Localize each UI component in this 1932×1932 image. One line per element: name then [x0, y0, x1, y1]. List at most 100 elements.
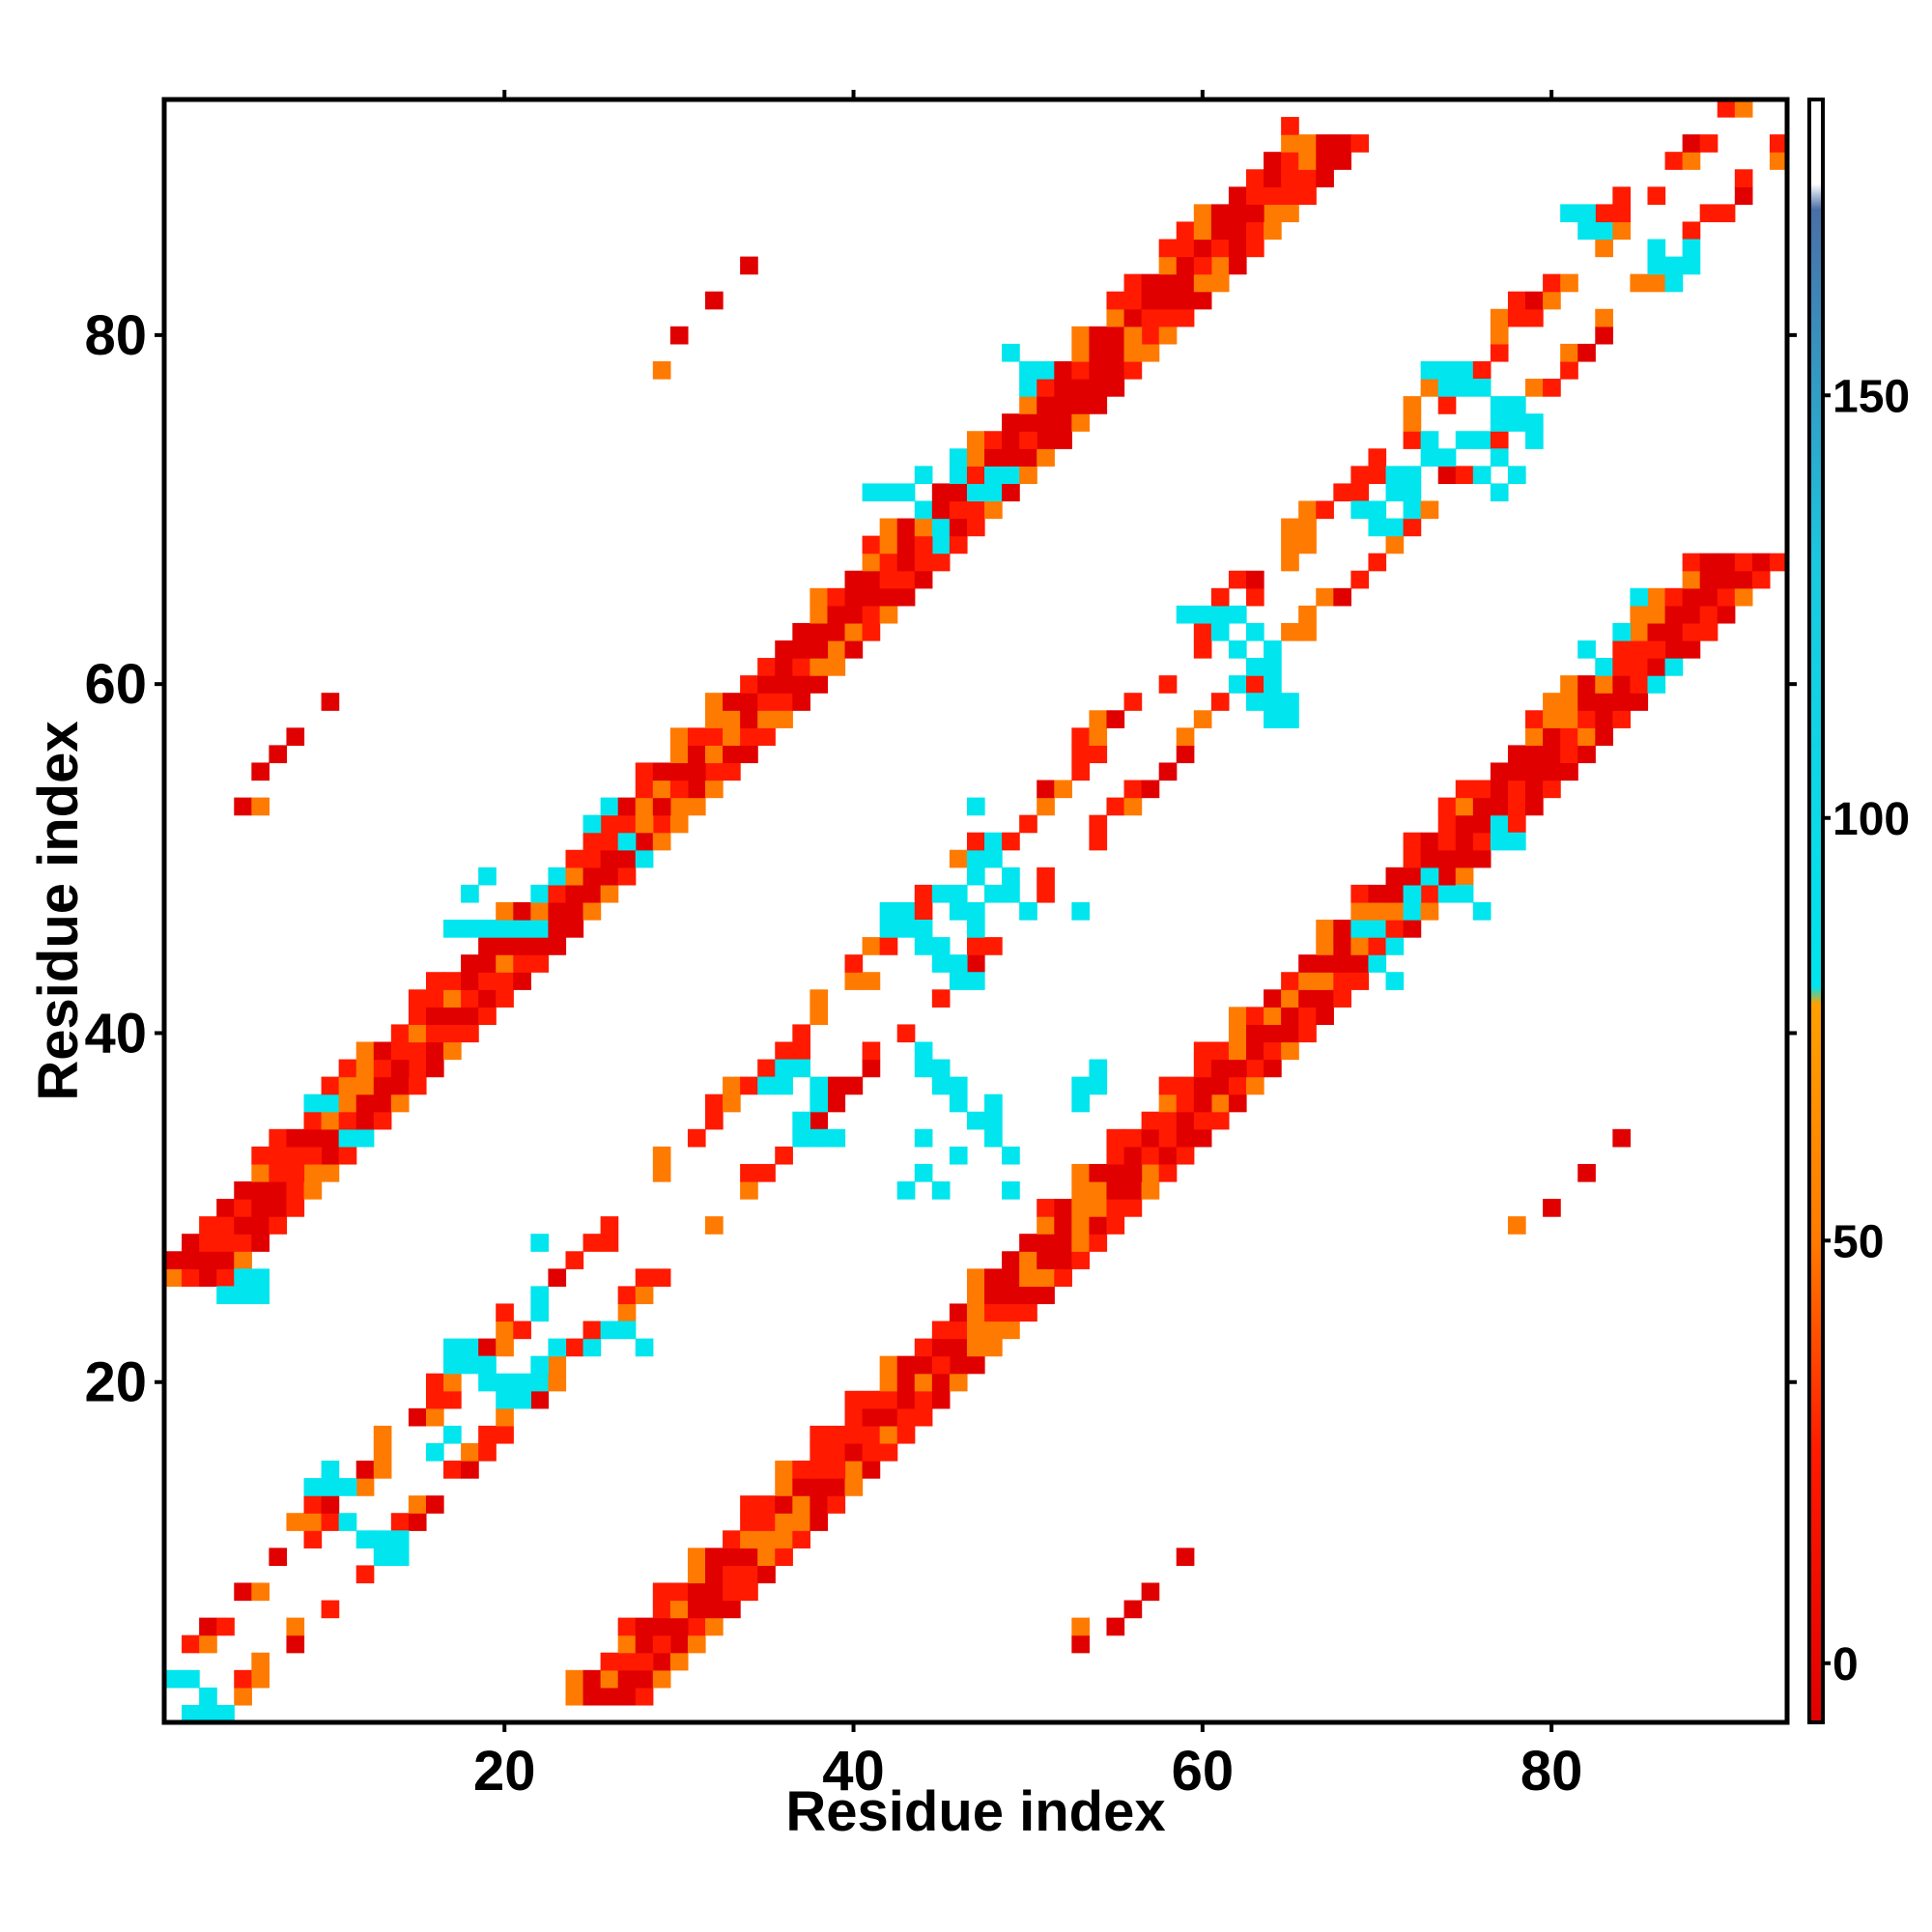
heatmap-cell — [321, 1111, 340, 1130]
heatmap-cell — [321, 1163, 340, 1182]
heatmap-cell — [1054, 1251, 1072, 1269]
heatmap-cell — [1298, 152, 1317, 170]
heatmap-cell — [914, 1407, 933, 1427]
heatmap-cell — [1420, 832, 1439, 851]
heatmap-cell — [478, 1355, 497, 1375]
heatmap-cell — [286, 1128, 305, 1148]
heatmap-cell — [478, 1373, 497, 1392]
heatmap-cell — [1490, 396, 1509, 414]
heatmap-cell — [1193, 239, 1212, 258]
heatmap-cell — [234, 1286, 252, 1305]
heatmap-cell — [1158, 1094, 1178, 1113]
heatmap-cell — [1054, 431, 1072, 449]
heatmap-cell — [1543, 727, 1561, 746]
heatmap-cell — [1264, 675, 1282, 694]
heatmap-cell — [862, 622, 881, 641]
heatmap-cell — [303, 1146, 323, 1165]
heatmap-cell — [635, 1617, 654, 1636]
heatmap-cell — [635, 780, 654, 799]
heatmap-cell — [565, 920, 584, 938]
heatmap-cell — [1455, 849, 1474, 868]
heatmap-cell — [1176, 605, 1195, 624]
heatmap-cell — [949, 1355, 968, 1375]
heatmap-cell — [1437, 379, 1457, 397]
heatmap-cell — [1106, 1146, 1125, 1165]
heatmap-cell — [1490, 832, 1509, 851]
heatmap-cell — [862, 587, 881, 607]
heatmap-cell — [286, 1513, 305, 1531]
heatmap-cell — [251, 1268, 270, 1287]
heatmap-cell — [669, 1600, 689, 1619]
heatmap-cell — [1403, 413, 1422, 432]
heatmap-cell — [478, 937, 497, 955]
heatmap-cell — [216, 1704, 235, 1723]
heatmap-cell — [321, 1495, 340, 1514]
heatmap-cell — [879, 937, 898, 955]
heatmap-cell — [443, 972, 462, 990]
heatmap-cell — [164, 1268, 183, 1287]
heatmap-cell — [582, 814, 602, 834]
heatmap-cell — [1630, 587, 1649, 607]
heatmap-cell — [914, 1163, 933, 1182]
heatmap-cell — [1002, 448, 1020, 467]
heatmap-cell — [1630, 273, 1649, 293]
heatmap-cell — [966, 937, 985, 955]
heatmap-cell — [355, 1111, 375, 1130]
heatmap-cell — [949, 483, 968, 502]
heatmap-cell — [1264, 1007, 1282, 1026]
heatmap-cell — [914, 901, 933, 921]
heatmap-cell — [216, 1286, 235, 1305]
heatmap-cell — [600, 884, 619, 903]
heatmap-cell — [461, 1355, 479, 1375]
heatmap-cell — [338, 1059, 357, 1078]
heatmap-cell — [600, 1652, 619, 1671]
heatmap-cell — [879, 483, 898, 502]
heatmap-cell — [303, 1530, 323, 1548]
heatmap-cell — [914, 466, 933, 485]
heatmap-cell — [1455, 466, 1474, 485]
heatmap-cell — [1210, 587, 1230, 607]
heatmap-cell — [1385, 867, 1405, 886]
heatmap-cell — [513, 954, 531, 973]
heatmap-cell — [1054, 1216, 1072, 1235]
heatmap-cell — [949, 1373, 968, 1392]
colorbar-gradient — [1809, 99, 1823, 1722]
heatmap-cell — [1455, 797, 1474, 816]
heatmap-cell — [513, 937, 531, 955]
heatmap-cell — [1385, 972, 1405, 990]
heatmap-cell — [687, 1600, 706, 1619]
heatmap-cell — [1123, 291, 1143, 310]
heatmap-cell — [617, 1303, 637, 1322]
heatmap-cell — [1437, 360, 1457, 380]
heatmap-cell — [1507, 780, 1526, 799]
heatmap-cell — [1699, 204, 1719, 223]
heatmap-cell — [617, 1634, 637, 1654]
heatmap-cell — [1560, 762, 1578, 781]
heatmap-cell — [1106, 1163, 1125, 1182]
heatmap-cell — [1210, 1076, 1230, 1095]
heatmap-cell — [443, 1425, 462, 1444]
heatmap-cell — [251, 1286, 270, 1305]
heatmap-cell — [862, 1390, 881, 1409]
heatmap-cell — [914, 500, 933, 520]
heatmap-cell — [216, 1251, 235, 1269]
heatmap-cell — [896, 535, 916, 554]
heatmap-cell — [1612, 221, 1632, 241]
heatmap-cell — [931, 1355, 951, 1375]
heatmap-cell — [1019, 1286, 1037, 1305]
heatmap-cell — [1472, 901, 1492, 921]
heatmap-cell — [635, 849, 654, 868]
heatmap-cell — [1472, 466, 1492, 485]
heatmap-cell — [827, 658, 846, 676]
heatmap-cell — [1490, 483, 1509, 502]
heatmap-cell — [496, 1338, 514, 1357]
heatmap-cell — [1193, 605, 1212, 624]
heatmap-cell — [355, 1076, 375, 1095]
heatmap-cell — [966, 1338, 985, 1357]
heatmap-cell — [1054, 396, 1072, 414]
heatmap-cell — [1525, 745, 1544, 764]
heatmap-cell — [1664, 605, 1684, 624]
heatmap-cell — [1246, 221, 1264, 241]
heatmap-cell — [1647, 587, 1666, 607]
